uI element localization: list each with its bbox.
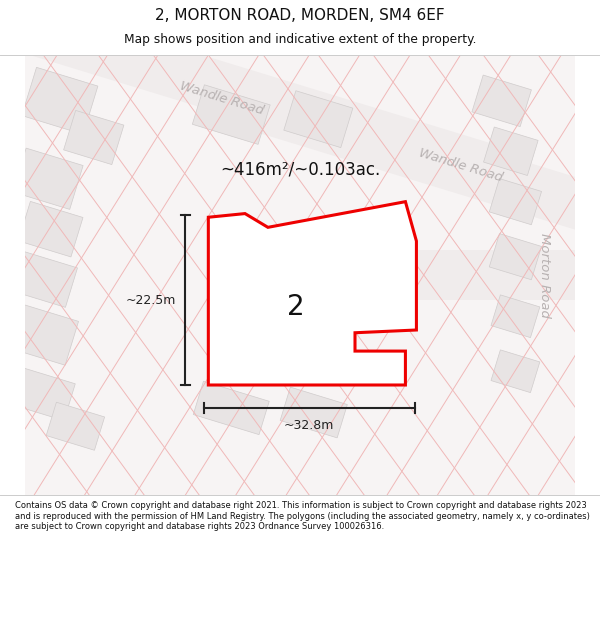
Polygon shape — [238, 79, 600, 261]
Polygon shape — [193, 381, 269, 434]
Polygon shape — [484, 127, 538, 176]
Polygon shape — [11, 368, 75, 421]
Text: Contains OS data © Crown copyright and database right 2021. This information is : Contains OS data © Crown copyright and d… — [15, 501, 590, 531]
Polygon shape — [472, 75, 532, 127]
Text: ~32.8m: ~32.8m — [284, 419, 334, 432]
Polygon shape — [8, 304, 79, 365]
Polygon shape — [19, 201, 83, 257]
Polygon shape — [13, 252, 77, 308]
Text: 2, MORTON ROAD, MORDEN, SM4 6EF: 2, MORTON ROAD, MORDEN, SM4 6EF — [155, 8, 445, 23]
Polygon shape — [208, 202, 416, 385]
Polygon shape — [491, 295, 540, 338]
Text: ~22.5m: ~22.5m — [126, 294, 176, 307]
Polygon shape — [489, 179, 542, 225]
Text: 2: 2 — [287, 293, 304, 321]
Text: Morton Road: Morton Road — [538, 232, 551, 318]
Polygon shape — [64, 111, 124, 164]
Polygon shape — [22, 68, 98, 134]
Polygon shape — [193, 85, 270, 144]
Text: Wandle Road: Wandle Road — [179, 79, 266, 117]
Polygon shape — [13, 148, 83, 209]
Text: ~416m²/~0.103ac.: ~416m²/~0.103ac. — [220, 161, 380, 179]
Polygon shape — [250, 250, 600, 300]
Text: Map shows position and indicative extent of the property.: Map shows position and indicative extent… — [124, 33, 476, 46]
Polygon shape — [491, 350, 540, 392]
Polygon shape — [46, 402, 104, 450]
Polygon shape — [280, 387, 347, 438]
Polygon shape — [284, 91, 353, 148]
Polygon shape — [489, 234, 542, 280]
Text: Wandle Road: Wandle Road — [417, 146, 504, 184]
Polygon shape — [0, 0, 506, 196]
